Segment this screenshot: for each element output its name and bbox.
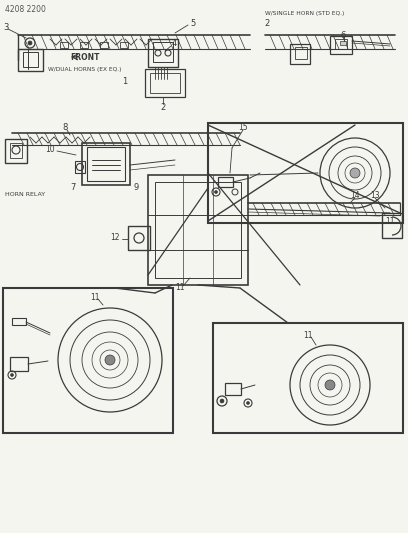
Circle shape [350,168,360,178]
Text: W/DUAL HORNS (EX EQ.): W/DUAL HORNS (EX EQ.) [48,67,122,71]
Bar [382,213,402,238]
Bar [213,323,403,433]
Text: 5: 5 [190,19,195,28]
Bar [10,143,22,158]
Bar [148,39,178,67]
Text: 7: 7 [70,182,75,191]
Text: 11: 11 [386,216,395,225]
Text: 2: 2 [264,19,269,28]
Bar [120,42,128,48]
Bar [23,52,38,67]
Bar [10,357,28,371]
Bar [3,288,173,433]
Text: 2: 2 [160,102,165,111]
Bar [330,36,352,54]
Bar [155,182,241,278]
Bar [82,143,130,185]
Text: W/SINGLE HORN (STD EQ.): W/SINGLE HORN (STD EQ.) [265,11,344,15]
Bar [150,73,180,93]
Circle shape [325,380,335,390]
Bar [290,44,310,64]
Bar [80,42,88,48]
Circle shape [220,399,224,403]
Text: FRONT: FRONT [70,52,100,61]
Bar [87,147,125,181]
Text: 15: 15 [238,123,248,132]
Text: 10: 10 [45,146,55,155]
Bar [340,41,346,45]
Text: 4: 4 [172,39,177,49]
Bar [218,177,233,187]
Bar [295,47,307,59]
Text: 3: 3 [3,22,9,31]
Bar [60,42,68,48]
Bar [100,42,108,48]
Text: 4208 2200: 4208 2200 [5,4,46,13]
Bar [128,226,150,250]
Circle shape [215,190,217,193]
Bar [18,49,43,71]
Text: 8: 8 [62,124,67,133]
Circle shape [11,374,13,376]
Text: 11: 11 [175,284,184,293]
Bar [12,318,26,325]
Text: 11: 11 [303,330,313,340]
Bar [335,39,347,49]
Bar [153,42,173,62]
Bar [5,139,27,163]
Circle shape [105,355,115,365]
Bar [225,383,241,395]
Text: HORN RELAY: HORN RELAY [5,192,45,198]
Text: 12: 12 [110,233,120,243]
Text: 6: 6 [340,30,346,39]
Circle shape [28,41,32,45]
Text: 1: 1 [122,77,127,85]
Text: 9: 9 [133,182,138,191]
Bar [145,69,185,97]
Bar [75,161,85,173]
Bar [148,175,248,285]
Text: 14: 14 [350,190,359,199]
Bar [208,123,403,223]
Circle shape [246,401,250,405]
Text: 11: 11 [90,293,100,302]
Text: 13: 13 [370,190,379,199]
